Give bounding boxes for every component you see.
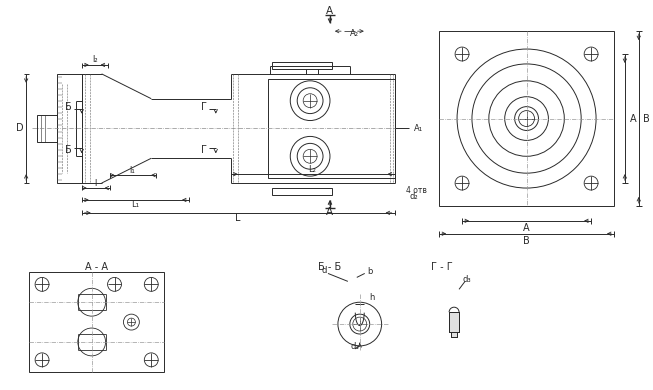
Bar: [57, 74, 82, 183]
Text: b: b: [368, 267, 373, 276]
Text: А: А: [629, 113, 636, 124]
Text: Б - Б: Б - Б: [319, 262, 342, 273]
Text: А: А: [326, 207, 334, 217]
Text: d: d: [321, 266, 326, 275]
Text: d₁: d₁: [351, 342, 359, 351]
Text: l: l: [95, 179, 97, 188]
Text: d₃: d₃: [463, 275, 471, 284]
Text: В: В: [523, 236, 530, 246]
Text: A₁: A₁: [415, 124, 424, 133]
Bar: [449, 312, 459, 332]
Text: Г - Г: Г - Г: [431, 262, 453, 273]
Bar: [37, 115, 57, 142]
Bar: [29, 273, 164, 372]
Bar: [439, 31, 614, 206]
Text: L₁: L₁: [131, 200, 139, 209]
Text: l₂: l₂: [92, 55, 97, 64]
Bar: [272, 62, 332, 69]
Text: l₁: l₁: [129, 166, 135, 175]
Text: h: h: [369, 293, 374, 302]
Bar: [451, 332, 457, 337]
Text: L₂: L₂: [308, 165, 316, 174]
Text: А: А: [326, 6, 334, 16]
Text: Б: Б: [65, 145, 72, 155]
Text: А - А: А - А: [85, 262, 108, 273]
Text: А: А: [523, 223, 530, 233]
Text: d₂: d₂: [409, 193, 418, 202]
Text: D: D: [16, 124, 24, 133]
Bar: [451, 332, 457, 337]
Text: 4 отв: 4 отв: [406, 186, 427, 195]
Text: Г: Г: [201, 145, 207, 155]
Bar: [268, 79, 394, 178]
Bar: [449, 312, 459, 332]
Text: В: В: [643, 113, 650, 124]
Text: А₂: А₂: [350, 28, 359, 38]
Text: Г: Г: [201, 102, 207, 112]
Text: L: L: [235, 213, 240, 223]
Text: Б: Б: [65, 102, 72, 112]
Bar: [272, 188, 332, 195]
